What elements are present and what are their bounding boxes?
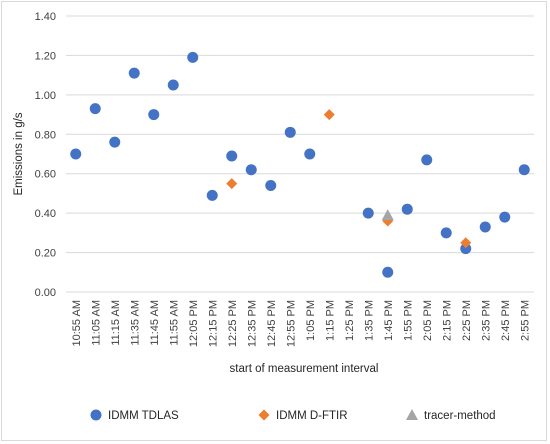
x-tick-label: 12:05 PM — [188, 300, 200, 347]
y-tick-label: 1.40 — [35, 11, 56, 23]
data-point-circle — [518, 164, 530, 176]
y-tick-label: 0.80 — [35, 129, 56, 141]
x-tick-label: 1:25 PM — [344, 300, 356, 341]
y-tick-label: 0.20 — [35, 248, 56, 260]
y-tick-label: 0.40 — [35, 208, 56, 220]
legend-label: IDMM D-FTIR — [276, 410, 348, 422]
data-point-diamond — [323, 109, 335, 121]
data-point-circle — [226, 150, 238, 162]
x-tick-label: 12:35 PM — [246, 300, 258, 347]
data-point-circle — [382, 266, 394, 278]
x-tick-label: 2:05 PM — [422, 300, 434, 341]
x-tick-label: 2:55 PM — [519, 300, 531, 341]
data-point-circle — [479, 221, 491, 233]
data-point-circle — [148, 109, 160, 121]
data-point-circle — [167, 79, 179, 91]
data-point-circle — [265, 180, 277, 192]
data-point-circle — [499, 211, 511, 223]
data-point-circle — [187, 51, 199, 63]
legend-label: IDMM TDLAS — [108, 410, 179, 422]
x-tick-label: 2:35 PM — [480, 300, 492, 341]
data-point-circle — [128, 67, 140, 79]
y-tick-label: 1.20 — [35, 50, 56, 62]
x-axis-title: start of measurement interval — [230, 363, 379, 375]
legend-marker-circle — [90, 409, 102, 421]
x-tick-label: 12:55 PM — [285, 300, 297, 347]
y-tick-label: 1.00 — [35, 90, 56, 102]
x-tick-label: 12:15 PM — [207, 300, 219, 347]
data-point-circle — [245, 164, 257, 176]
data-point-circle — [206, 189, 218, 201]
data-point-circle — [421, 154, 433, 166]
data-points — [70, 51, 530, 278]
x-tick-label: 1:45 PM — [383, 300, 395, 341]
data-point-circle — [440, 227, 452, 239]
data-point-circle — [304, 148, 316, 160]
x-tick-label: 1:55 PM — [402, 300, 414, 341]
legend-marker-diamond — [258, 409, 270, 421]
x-tick-label: 11:15 AM — [110, 300, 122, 346]
data-point-circle — [401, 203, 413, 215]
x-tick-label: 10:55 AM — [71, 300, 83, 346]
x-tick-label: 1:05 PM — [305, 300, 317, 341]
data-point-circle — [70, 148, 82, 160]
y-tick-labels: 0.00 0.20 0.40 0.60 0.80 1.00 1.20 1.40 — [35, 11, 56, 299]
legend-marker-triangle — [406, 409, 418, 420]
data-point-triangle — [381, 209, 394, 221]
legend: IDMM TDLAS IDMM D-FTIR tracer-method — [90, 409, 496, 422]
data-point-circle — [109, 136, 121, 148]
data-point-circle — [89, 103, 101, 115]
y-axis-title: Emissions in g/s — [13, 112, 25, 195]
x-tick-label: 11:45 AM — [149, 300, 161, 346]
data-point-diamond — [460, 237, 472, 249]
x-tick-label: 11:35 AM — [129, 300, 141, 346]
grid-lines — [66, 15, 534, 293]
data-point-circle — [460, 243, 472, 255]
data-point-circle — [362, 207, 374, 219]
x-tick-labels: 10:55 AM 11:05 AM 11:15 AM 11:35 AM 11:45 AM… — [71, 300, 532, 347]
x-tick-label: 12:45 PM — [266, 300, 278, 347]
data-point-diamond — [226, 178, 238, 190]
x-tick-label: 2:45 PM — [500, 300, 512, 341]
x-tick-label: 1:35 PM — [363, 300, 375, 341]
data-point-circle — [284, 126, 296, 138]
x-tick-label: 11:05 AM — [90, 300, 102, 346]
y-tick-label: 0.00 — [35, 287, 56, 299]
x-tick-label: 12:25 PM — [227, 300, 239, 347]
legend-label: tracer-method — [424, 410, 496, 422]
x-tick-label: 2:25 PM — [461, 300, 473, 341]
y-tick-label: 0.60 — [35, 169, 56, 181]
x-tick-label: 11:55 AM — [168, 300, 180, 346]
x-tick-label: 2:15 PM — [441, 300, 453, 341]
x-tick-label: 1:15 PM — [324, 300, 336, 341]
